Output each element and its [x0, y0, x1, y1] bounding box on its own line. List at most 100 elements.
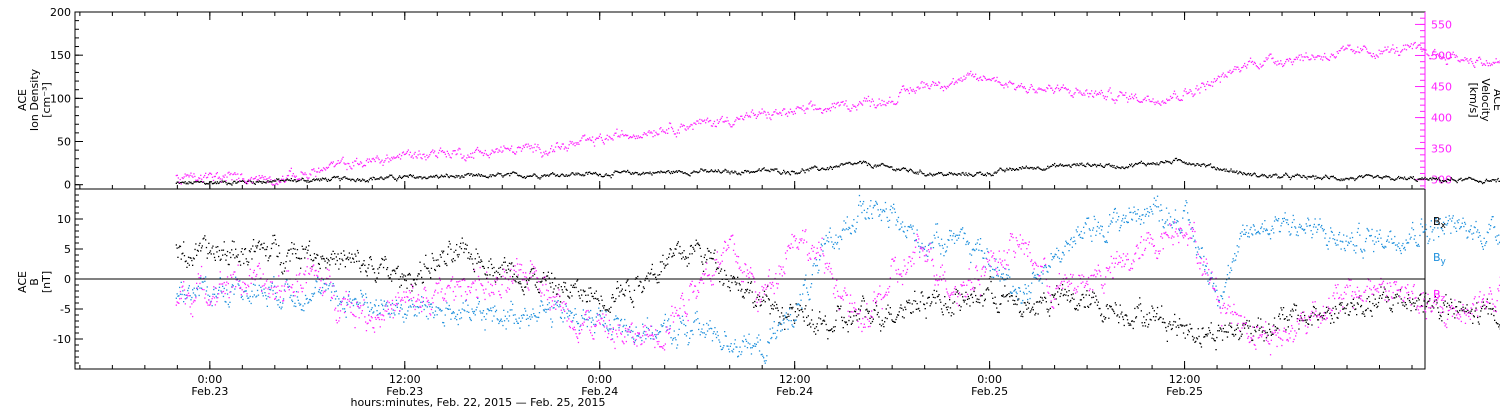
- density-series-point: [627, 169, 629, 172]
- velocity-series-point: [565, 147, 567, 149]
- density-series-point: [287, 179, 290, 181]
- density-series-point: [186, 182, 188, 184]
- density-series-point: [338, 177, 340, 180]
- density-series-point: [521, 176, 524, 179]
- velocity-series-point: [699, 118, 701, 121]
- density-series-point: [854, 162, 856, 164]
- density-series-point: [390, 174, 392, 177]
- density-series-point: [196, 181, 198, 183]
- density-series-point: [1489, 180, 1491, 182]
- velocity-series-point: [284, 180, 287, 183]
- density-series-point: [844, 163, 846, 165]
- velocity-series-point: [1408, 46, 1411, 48]
- density-series-point: [691, 172, 693, 174]
- bx-series-point: [380, 263, 382, 265]
- density-series-point: [1046, 167, 1048, 170]
- density-series-point: [1225, 168, 1227, 170]
- velocity-series-point: [192, 176, 194, 178]
- bx-series-point: [244, 248, 247, 250]
- density-series-point: [535, 175, 537, 177]
- density-series-point: [1385, 175, 1387, 177]
- velocity-series-point: [741, 115, 743, 117]
- density-series-point: [311, 180, 313, 182]
- density-series-point: [407, 176, 409, 178]
- density-series-point: [343, 176, 345, 178]
- density-series-point: [352, 178, 354, 180]
- bx-series-point: [341, 258, 343, 260]
- velocity-series-point: [1084, 94, 1086, 96]
- density-series-point: [1462, 179, 1464, 181]
- density-series-point: [491, 174, 493, 176]
- velocity-series-point: [959, 79, 961, 82]
- velocity-series-point: [941, 86, 944, 88]
- velocity-series-point: [873, 104, 875, 106]
- velocity-series-point: [1328, 59, 1331, 61]
- density-series-point: [847, 162, 849, 165]
- density-series-point: [902, 167, 905, 169]
- density-series-point: [214, 181, 216, 183]
- velocity-series-point: [745, 112, 748, 114]
- density-series-point: [940, 172, 943, 174]
- density-series-point: [234, 180, 236, 182]
- density-series-point: [580, 174, 582, 176]
- density-series-point: [1141, 162, 1143, 164]
- density-series-point: [1222, 168, 1224, 171]
- density-series-point: [699, 170, 701, 172]
- density-series-point: [598, 173, 601, 175]
- density-series-point: [860, 160, 862, 163]
- velocity-series-point: [200, 174, 202, 176]
- density-series-point: [1380, 177, 1382, 179]
- density-series-point: [890, 166, 892, 168]
- density-series-point: [1312, 174, 1314, 177]
- b-tick-label: 0: [64, 273, 71, 286]
- velocity-series-point: [1464, 57, 1466, 59]
- density-series-point: [340, 177, 342, 180]
- velocity-series-point: [1299, 59, 1301, 61]
- velocity-series-point: [646, 134, 648, 137]
- density-series-point: [1195, 164, 1197, 166]
- velocity-series-point: [640, 136, 642, 139]
- density-series-point: [726, 171, 728, 173]
- density-series-point: [228, 182, 230, 184]
- density-series-point: [1285, 172, 1287, 174]
- density-series-point: [1339, 179, 1341, 182]
- velocity-series-point: [1063, 87, 1065, 89]
- velocity-series-point: [429, 154, 431, 156]
- density-series-point: [1354, 179, 1356, 182]
- bx-series-point: [376, 277, 378, 279]
- velocity-series-point: [228, 171, 230, 173]
- velocity-series-point: [1191, 93, 1193, 95]
- velocity-series-point: [1485, 60, 1488, 62]
- density-series-point: [301, 177, 303, 179]
- density-series-point: [439, 176, 442, 178]
- density-series-point: [1300, 176, 1302, 178]
- velocity-series-point: [1468, 62, 1470, 64]
- density-series-point: [306, 181, 308, 183]
- density-series-point: [1152, 162, 1154, 164]
- density-series-point: [1063, 165, 1065, 167]
- velocity-series-point: [1076, 89, 1078, 91]
- density-series-point: [309, 180, 311, 183]
- density-series-point: [602, 176, 604, 178]
- bx-series-point: [318, 263, 320, 265]
- velocity-series-point: [859, 101, 861, 103]
- velocity-series-point: [1169, 95, 1172, 98]
- density-series-point: [1006, 167, 1008, 170]
- velocity-series-point: [886, 102, 888, 104]
- density-series-point: [1065, 164, 1067, 166]
- density-series-point: [395, 178, 397, 180]
- time-tick-label: 12:00: [779, 373, 811, 386]
- density-series-point: [341, 178, 343, 180]
- density-series-point: [1420, 178, 1422, 180]
- bx-series-point: [330, 257, 332, 259]
- density-series-point: [362, 179, 365, 181]
- velocity-series-point: [222, 175, 224, 177]
- density-series-point: [896, 168, 898, 170]
- velocity-series-point: [766, 117, 768, 119]
- density-series-point: [271, 181, 273, 183]
- density-series-point: [1251, 174, 1254, 176]
- velocity-series-point: [971, 75, 973, 77]
- density-series-point: [662, 171, 664, 174]
- bx-series-point: [287, 249, 290, 251]
